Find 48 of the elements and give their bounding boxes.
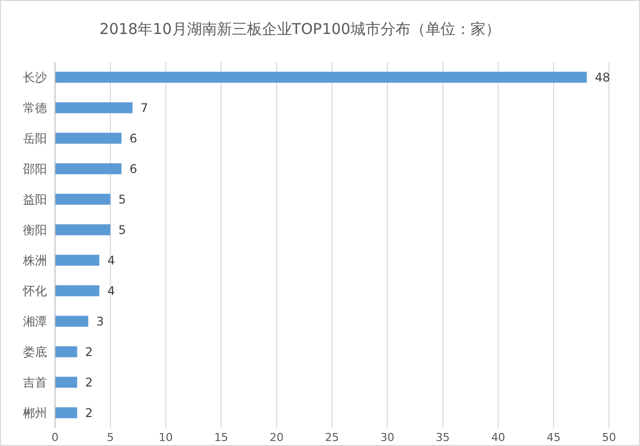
x-tick-label: 40 xyxy=(491,431,506,444)
data-label: 4 xyxy=(107,253,115,268)
y-tick-label: 常德 xyxy=(23,100,47,115)
y-tick-label: 郴州 xyxy=(23,406,47,420)
data-label: 2 xyxy=(85,344,93,359)
y-tick-label: 邵阳 xyxy=(23,162,47,176)
bar xyxy=(55,316,88,327)
x-tick-label: 25 xyxy=(325,431,339,444)
y-tick-label: 湘潭 xyxy=(23,314,47,328)
bar xyxy=(55,132,122,144)
data-label: 6 xyxy=(129,162,138,176)
x-tick-label: 50 xyxy=(602,431,616,444)
bar xyxy=(55,163,122,174)
y-tick-label: 株洲 xyxy=(22,253,47,268)
y-tick-label: 衡阳 xyxy=(23,222,47,237)
data-label: 7 xyxy=(140,100,148,115)
data-label: 2 xyxy=(85,406,93,420)
data-label: 5 xyxy=(118,192,126,206)
data-label: 4 xyxy=(107,284,115,298)
bar xyxy=(55,194,110,205)
bar xyxy=(55,376,78,388)
y-tick-label: 益阳 xyxy=(23,192,47,206)
y-tick-label: 岳阳 xyxy=(23,131,47,146)
bar xyxy=(55,224,110,236)
data-label: 5 xyxy=(118,222,126,237)
data-label: 48 xyxy=(594,70,610,84)
x-tick-label: 10 xyxy=(158,431,173,444)
y-tick-label: 娄底 xyxy=(23,344,47,359)
x-tick-label: 20 xyxy=(270,431,284,444)
x-tick-label: 0 xyxy=(52,431,58,444)
chart-title: 2018年10月湖南新三板企业TOP100城市分布（单位：家） xyxy=(100,20,500,38)
y-tick-label: 怀化 xyxy=(22,284,47,298)
bar xyxy=(55,346,78,358)
data-label: 2 xyxy=(85,375,93,390)
x-tick-label: 5 xyxy=(106,431,114,444)
x-tick-label: 45 xyxy=(546,431,561,444)
data-label: 6 xyxy=(129,131,138,146)
x-tick-label: 30 xyxy=(380,431,394,444)
bar xyxy=(55,102,133,114)
y-tick-label: 长沙 xyxy=(23,70,47,84)
bar xyxy=(55,407,78,418)
data-label: 3 xyxy=(96,314,104,328)
y-tick-label: 吉首 xyxy=(23,375,47,390)
bar xyxy=(55,254,100,266)
x-tick-label: 15 xyxy=(214,431,228,444)
x-tick-label: 35 xyxy=(436,431,450,444)
bar xyxy=(55,72,587,83)
bar xyxy=(55,285,100,296)
